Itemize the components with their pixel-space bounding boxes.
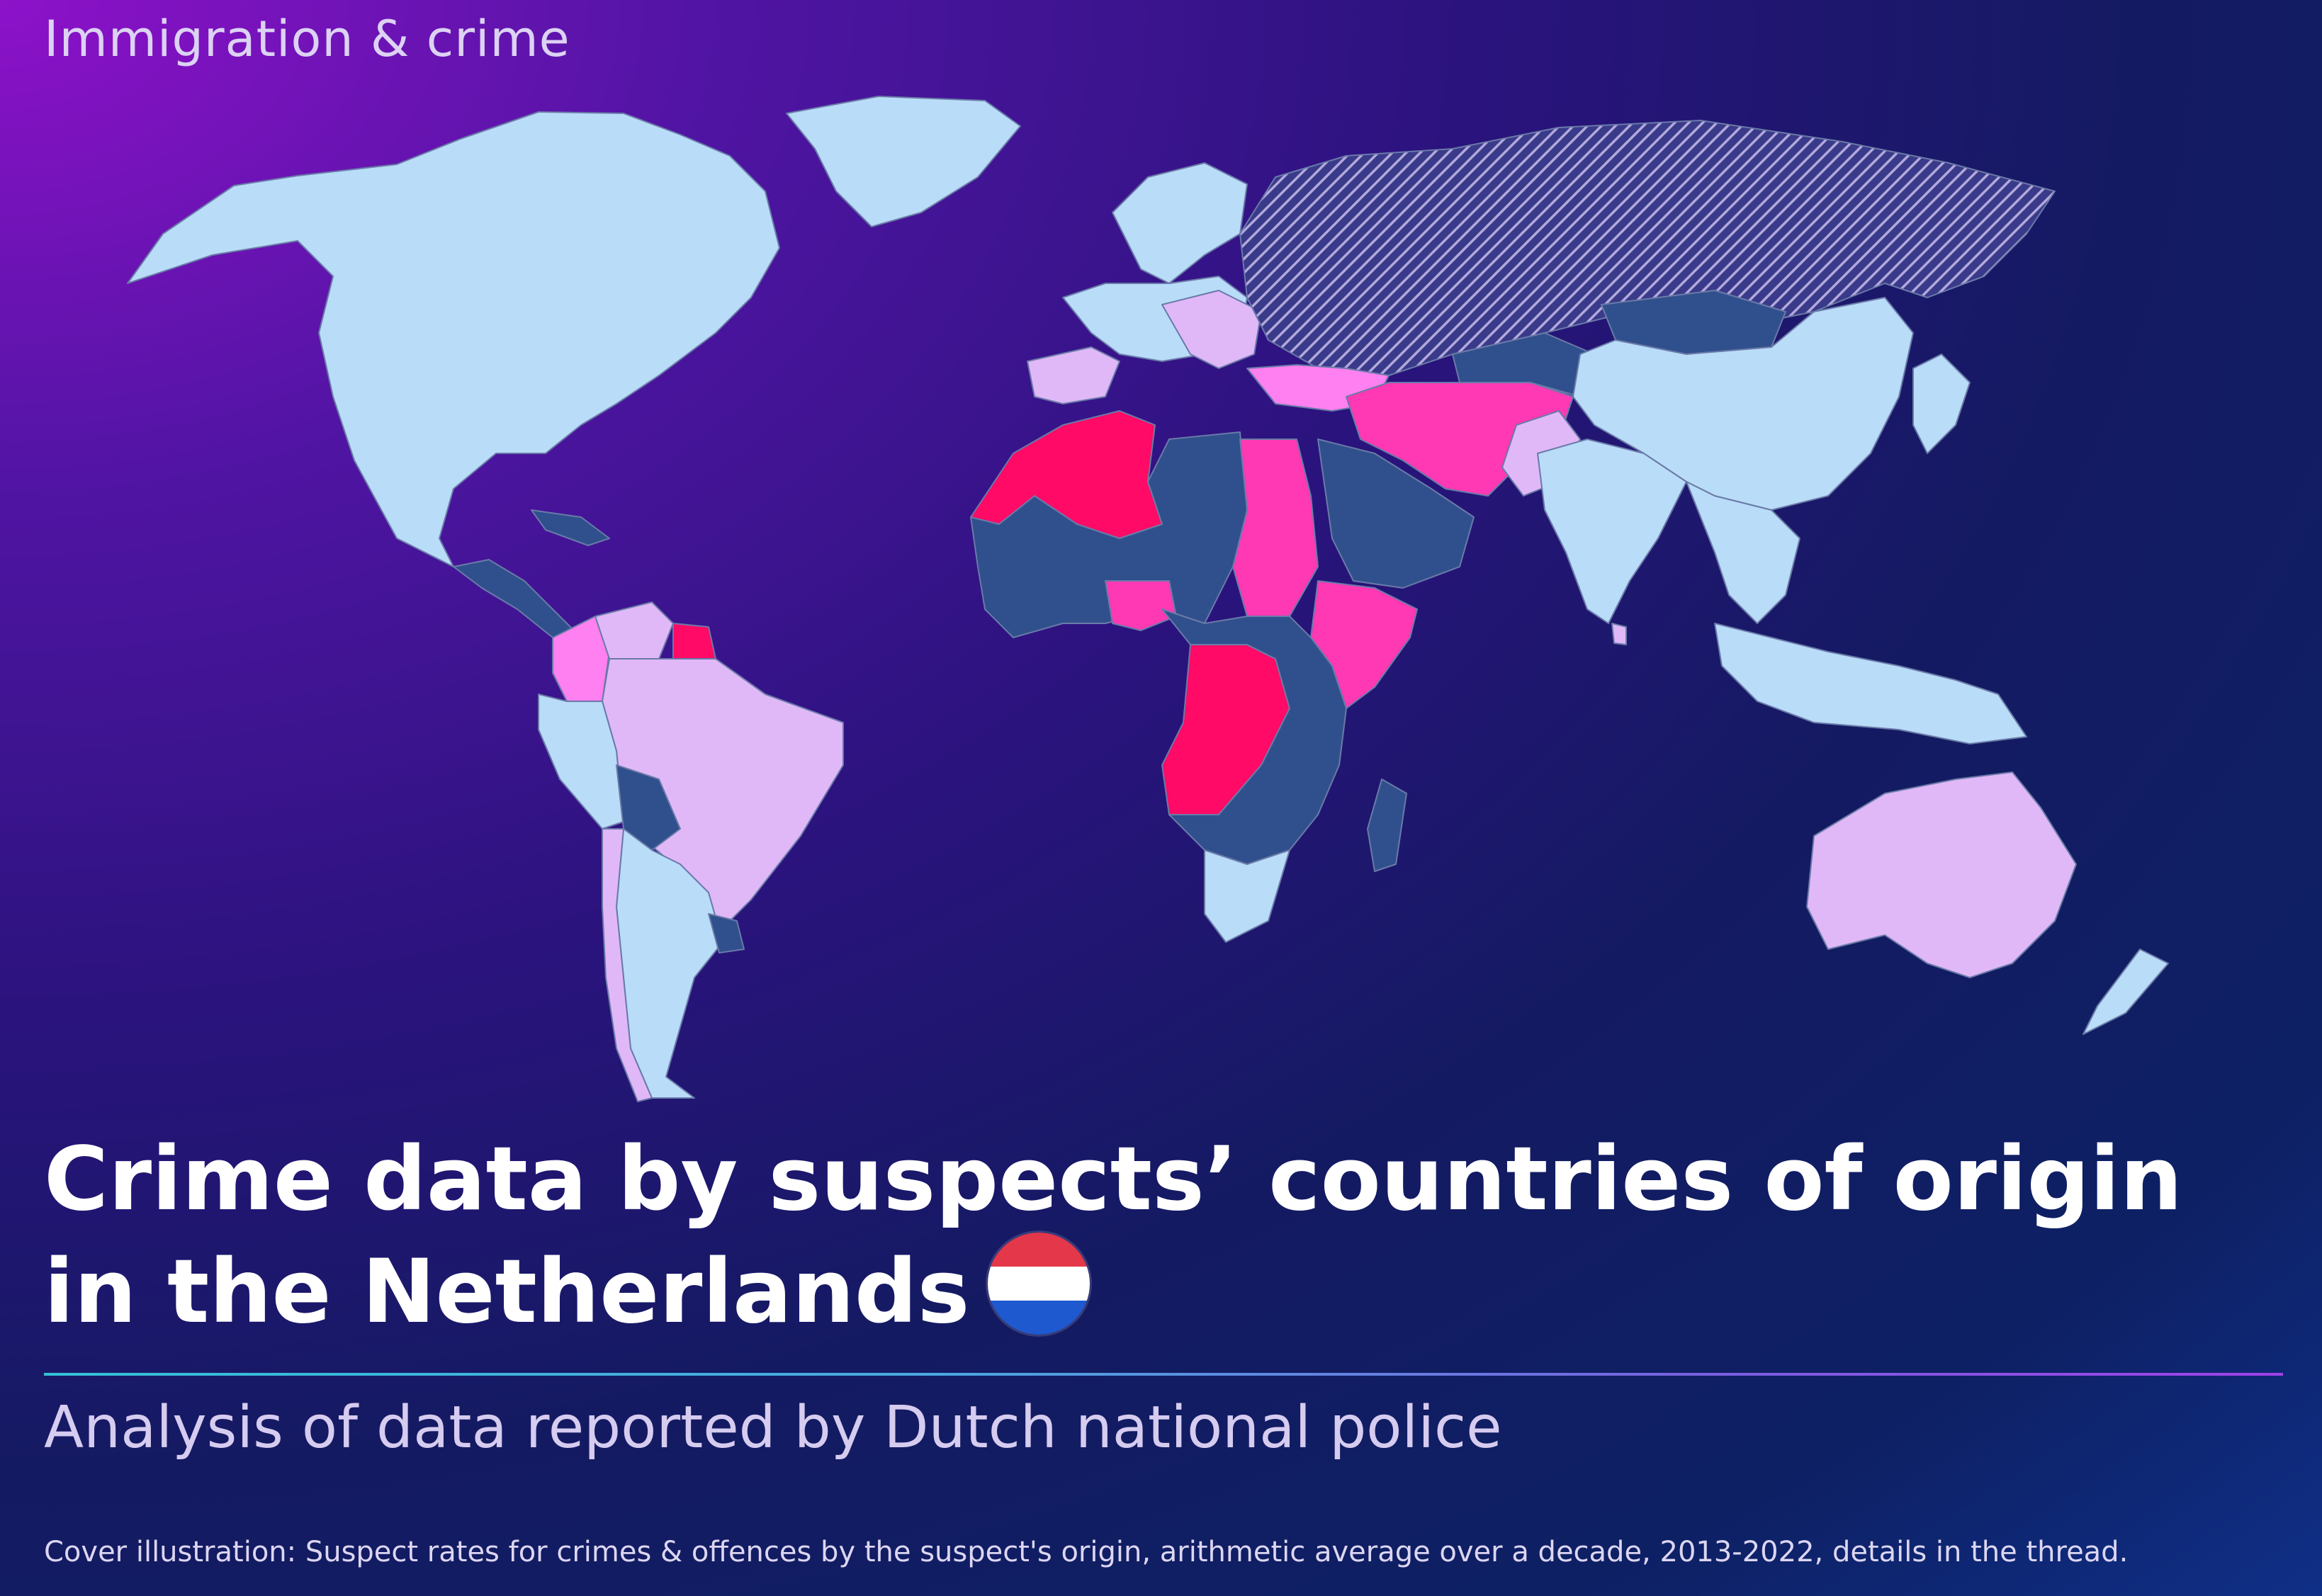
region-iberia <box>1027 346 1120 404</box>
region-venezuela <box>594 601 674 660</box>
cover-caption: Cover illustration: Suspect rates for cr… <box>44 1536 2129 1568</box>
region-southeast-asia <box>1686 481 1800 624</box>
main-title: Crime data by suspects’ countries of ori… <box>44 1126 2182 1345</box>
region-uruguay <box>708 913 745 953</box>
subtitle: Analysis of data reported by Dutch natio… <box>44 1394 1502 1461</box>
title-line-2: in the Netherlands <box>44 1241 970 1344</box>
region-balkans <box>1161 290 1262 369</box>
world-map <box>127 96 2169 1102</box>
region-north-america <box>127 111 780 567</box>
region-madagascar <box>1367 779 1407 872</box>
region-scandinavia <box>1112 162 1248 284</box>
region-india <box>1537 438 1687 624</box>
region-chile-strip <box>602 828 653 1102</box>
region-australia <box>1806 771 2077 978</box>
region-sri-lanka <box>1611 623 1627 645</box>
region-egypt-sudan <box>1232 438 1319 617</box>
divider <box>44 1373 2283 1376</box>
region-south-africa <box>1204 849 1290 943</box>
region-caribbean <box>531 509 610 546</box>
region-greenland <box>786 96 1021 227</box>
region-japan-korea <box>1912 353 1971 454</box>
netherlands-flag-icon <box>988 1233 1090 1335</box>
region-arabia <box>1317 438 1475 589</box>
region-nigeria <box>1105 580 1177 631</box>
title-line-1: Crime data by suspects’ countries of ori… <box>44 1128 2183 1230</box>
region-new-zealand <box>2083 949 2169 1035</box>
region-indonesia <box>1714 623 2027 745</box>
title-line-2-wrap: in the Netherlands <box>44 1233 2182 1345</box>
region-china <box>1572 297 1914 511</box>
region-bolivia <box>616 764 681 851</box>
kicker-label: Immigration & crime <box>44 10 570 68</box>
region-central-america <box>453 559 575 638</box>
